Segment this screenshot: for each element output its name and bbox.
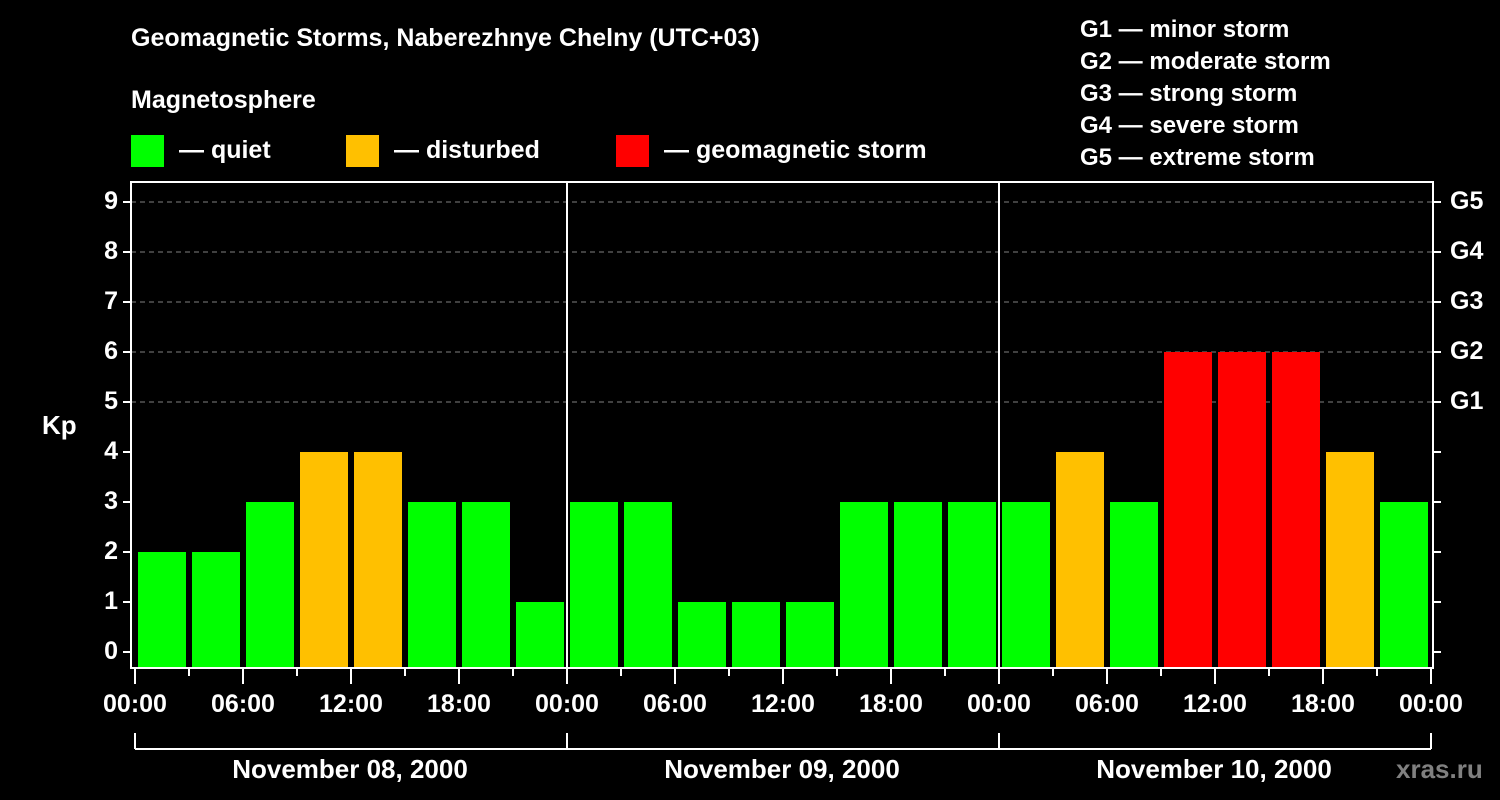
kp-bar bbox=[624, 502, 672, 668]
y-tick-label: 3 bbox=[104, 487, 118, 515]
legend-item-storm: — geomagnetic storm bbox=[616, 134, 927, 167]
y-tick-label: 5 bbox=[104, 387, 118, 415]
g-scale-item: G3 — strong storm bbox=[1080, 80, 1298, 107]
y-tick-label: 0 bbox=[104, 637, 118, 665]
kp-bar bbox=[300, 452, 348, 668]
x-tick-label: 06:00 bbox=[211, 690, 275, 718]
day-label: November 10, 2000 bbox=[1096, 754, 1332, 784]
day-label: November 08, 2000 bbox=[232, 754, 468, 784]
x-tick-label: 00:00 bbox=[967, 690, 1031, 718]
kp-bar bbox=[246, 502, 294, 668]
legend-item-disturbed: — disturbed bbox=[346, 134, 540, 167]
x-tick-label: 00:00 bbox=[535, 690, 599, 718]
legend-swatch-disturbed bbox=[346, 134, 379, 167]
g-tick-label: G2 bbox=[1450, 337, 1484, 365]
g-tick-label: G1 bbox=[1450, 387, 1484, 415]
g-scale-legend: G1 — minor storm G2 — moderate storm G3 … bbox=[1080, 14, 1331, 174]
kp-bar bbox=[1056, 452, 1104, 668]
y-tick-label: 7 bbox=[104, 287, 118, 315]
x-tick-label: 06:00 bbox=[1075, 690, 1139, 718]
kp-bar bbox=[1380, 502, 1428, 668]
kp-bar bbox=[786, 602, 834, 668]
day-label: November 09, 2000 bbox=[664, 754, 900, 784]
chart-subtitle: Magnetosphere bbox=[131, 86, 316, 114]
y-tick-label: 6 bbox=[104, 337, 118, 365]
x-tick-label: 12:00 bbox=[1183, 690, 1247, 718]
g-tick-label: G5 bbox=[1450, 187, 1484, 215]
g-scale-item: G1 — minor storm bbox=[1080, 16, 1290, 43]
legend-label: — geomagnetic storm bbox=[664, 136, 927, 164]
legend-label: — quiet bbox=[179, 136, 271, 164]
g-scale-item: G2 — moderate storm bbox=[1080, 48, 1331, 75]
kp-bar bbox=[1218, 352, 1266, 668]
kp-bar bbox=[192, 552, 240, 668]
y-tick-label: 4 bbox=[104, 437, 118, 465]
y-tick-label: 9 bbox=[104, 187, 118, 215]
kp-bar bbox=[948, 502, 996, 668]
y-tick-label: 2 bbox=[104, 537, 118, 565]
g-tick-label: G3 bbox=[1450, 287, 1484, 315]
y-tick-label: 1 bbox=[104, 587, 118, 615]
g-tick-label: G4 bbox=[1450, 237, 1484, 265]
chart-title: Geomagnetic Storms, Naberezhnye Chelny (… bbox=[131, 24, 760, 52]
kp-bar bbox=[1272, 352, 1320, 668]
y-axis-label: Kp bbox=[42, 410, 77, 440]
kp-bar bbox=[516, 602, 564, 668]
x-tick-label: 18:00 bbox=[1291, 690, 1355, 718]
kp-bar bbox=[840, 502, 888, 668]
x-tick-label: 12:00 bbox=[319, 690, 383, 718]
kp-bar bbox=[1002, 502, 1050, 668]
kp-bar bbox=[138, 552, 186, 668]
legend-item-quiet: — quiet bbox=[131, 134, 271, 167]
kp-bar bbox=[570, 502, 618, 668]
kp-bar bbox=[408, 502, 456, 668]
kp-bar bbox=[678, 602, 726, 668]
kp-bar bbox=[1326, 452, 1374, 668]
legend-swatch-storm bbox=[616, 134, 649, 167]
x-tick-label: 18:00 bbox=[427, 690, 491, 718]
bar-series bbox=[138, 352, 1428, 668]
x-tick-label: 06:00 bbox=[643, 690, 707, 718]
kp-bar bbox=[894, 502, 942, 668]
kp-bar bbox=[354, 452, 402, 668]
x-tick-label: 12:00 bbox=[751, 690, 815, 718]
g-scale-item: G4 — severe storm bbox=[1080, 112, 1299, 139]
kp-bar bbox=[1164, 352, 1212, 668]
x-tick-label: 18:00 bbox=[859, 690, 923, 718]
kp-bar bbox=[1110, 502, 1158, 668]
plot-frame bbox=[123, 181, 1441, 750]
legend-swatch-quiet bbox=[131, 134, 164, 167]
kp-bar bbox=[462, 502, 510, 668]
y-tick-label: 8 bbox=[104, 237, 118, 265]
x-tick-label: 00:00 bbox=[1399, 690, 1463, 718]
watermark: xras.ru bbox=[1396, 754, 1483, 784]
x-tick-label: 00:00 bbox=[103, 690, 167, 718]
g-scale-item: G5 — extreme storm bbox=[1080, 144, 1315, 171]
grid-lines bbox=[131, 201, 1433, 403]
kp-bar bbox=[732, 602, 780, 668]
legend-label: — disturbed bbox=[394, 136, 540, 164]
